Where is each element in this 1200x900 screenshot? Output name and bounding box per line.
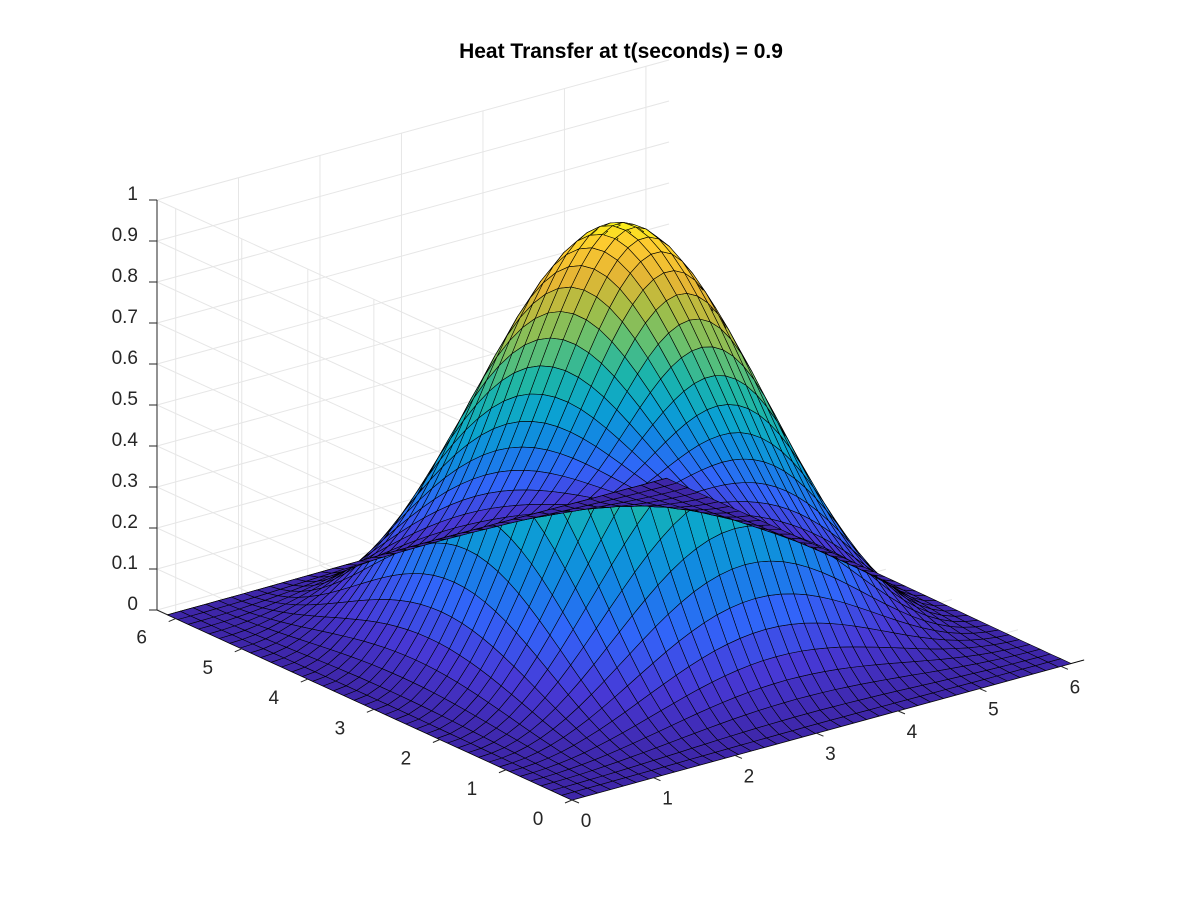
y-tick-mark xyxy=(168,618,176,623)
surface-patch xyxy=(525,512,539,517)
surface-patch xyxy=(461,529,475,534)
x-tick-label: 1 xyxy=(662,789,673,810)
z-tick-label: 0 xyxy=(127,594,138,615)
x-tick-mark xyxy=(571,799,580,804)
z-tick-label: 0.7 xyxy=(112,307,138,328)
z-tick-label: 0.3 xyxy=(112,471,138,492)
z-tick-label: 1 xyxy=(127,184,138,205)
surface-patch xyxy=(192,603,207,609)
surface-patch xyxy=(589,495,603,500)
x-tick-mark xyxy=(734,754,743,759)
surface-patch xyxy=(333,564,347,569)
z-tick-label: 0.9 xyxy=(112,225,138,246)
surface-patch xyxy=(512,515,527,520)
surface-patch xyxy=(384,549,399,555)
surface-patch xyxy=(653,477,667,483)
surface-patch xyxy=(576,498,591,503)
surface-patch xyxy=(282,578,296,584)
z-tick-label: 0.6 xyxy=(112,348,138,369)
surface-patch xyxy=(448,532,463,537)
surface-patch xyxy=(615,488,629,493)
surface-patch xyxy=(487,522,501,527)
surface-patch xyxy=(269,582,283,587)
surface-patch xyxy=(179,607,194,612)
surface-patch xyxy=(640,481,655,486)
x-tick-label: 6 xyxy=(1070,677,1081,698)
surface-patch xyxy=(499,518,514,523)
surface-patch xyxy=(307,571,322,576)
y-tick-label: 0 xyxy=(533,809,544,830)
x-tick-mark xyxy=(1060,665,1069,670)
surface-patch xyxy=(167,610,181,616)
y-tick-label: 4 xyxy=(269,688,280,709)
surface-patch xyxy=(256,585,271,591)
z-tick-label: 0.2 xyxy=(112,512,138,533)
y-tick-label: 5 xyxy=(202,658,213,679)
surface-patch xyxy=(397,546,411,551)
surface-patch xyxy=(231,593,245,598)
x-tick-label: 3 xyxy=(825,744,836,765)
y-tick-mark xyxy=(564,799,573,804)
surface-patch xyxy=(243,589,258,594)
y-tick-label: 1 xyxy=(467,779,478,800)
z-tick-label: 0.5 xyxy=(112,389,138,410)
y-tick-label: 2 xyxy=(401,749,412,770)
x-tick-mark xyxy=(816,732,824,737)
chart-title: Heat Transfer at t(seconds) = 0.9 xyxy=(459,40,783,63)
surface-patch xyxy=(474,525,488,530)
surface-patch xyxy=(320,567,335,573)
surface-patch xyxy=(205,600,219,605)
surface-patch xyxy=(435,535,450,541)
x-tick-label: 5 xyxy=(988,700,999,721)
surface-patch xyxy=(1070,659,1085,664)
y-tick-label: 3 xyxy=(335,718,346,739)
x-tick-label: 4 xyxy=(907,722,918,743)
z-tick-label: 0.4 xyxy=(112,430,139,451)
surface-patch xyxy=(563,501,578,507)
x-tick-label: 2 xyxy=(744,766,755,787)
label-layer: 0 1 2 3 4 5 6 0 1 2 3 4 5 6 0 0.1 0.2 0.3 0.4 0.5 0.6 0.7 0.8 0… xyxy=(112,184,1081,832)
y-tick-mark xyxy=(300,678,309,683)
surface-patch xyxy=(627,484,642,489)
surface-patch xyxy=(423,539,437,544)
x-tick-mark xyxy=(979,688,987,693)
surface-patch xyxy=(218,596,232,601)
x-tick-label: 0 xyxy=(581,811,592,832)
y-tick-mark xyxy=(432,739,441,743)
surface-layer xyxy=(167,222,1085,801)
y-tick-mark xyxy=(234,648,242,653)
surface-patch xyxy=(359,557,373,562)
surface-patch xyxy=(295,575,309,580)
z-tick-label: 0.1 xyxy=(112,553,138,574)
surface-patch xyxy=(602,491,616,496)
x-tick-mark xyxy=(897,710,906,715)
y-tick-mark xyxy=(366,708,375,713)
surface-patch xyxy=(538,508,552,513)
y-tick-mark xyxy=(498,769,507,774)
z-tick-label: 0.8 xyxy=(112,266,138,287)
y-tick-label: 6 xyxy=(136,628,147,649)
surface-patch xyxy=(410,542,424,548)
x-tick-mark xyxy=(653,777,661,782)
surface-patch xyxy=(371,553,386,558)
surface-patch xyxy=(551,505,565,510)
surface-patch xyxy=(346,560,360,565)
